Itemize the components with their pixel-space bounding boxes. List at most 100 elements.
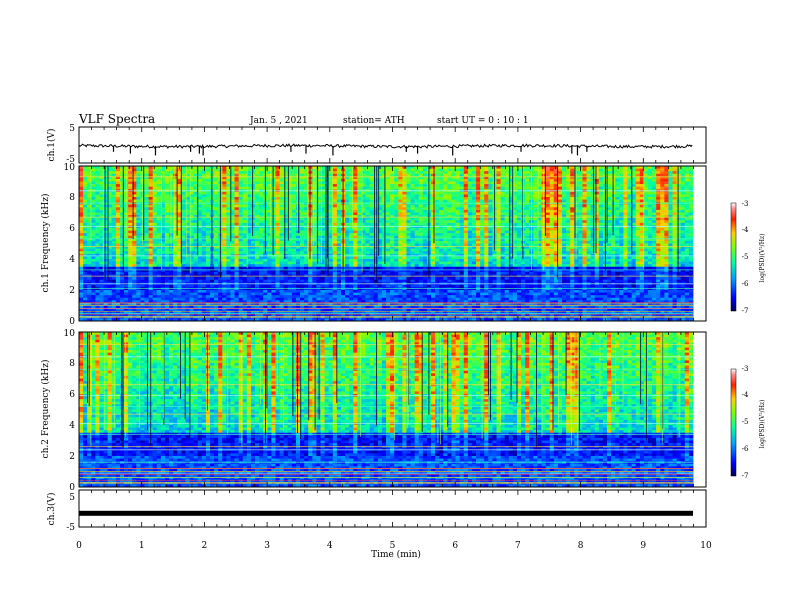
ch1-spectrogram-cell <box>418 209 424 213</box>
ch1-spectrogram-cell <box>590 204 596 208</box>
ch1-spectrogram-cell <box>680 207 686 211</box>
ch1-spectrogram-cell <box>684 233 690 237</box>
ch1-spectrogram-cell <box>160 186 166 190</box>
ch1-spectrogram-cell <box>79 186 84 190</box>
ch1-spectrogram-cell <box>431 217 436 221</box>
ch1-spectrogram-cell <box>398 178 403 182</box>
ch1-spectrogram-cell <box>115 217 121 221</box>
ch1-spectrogram-cell <box>680 225 686 229</box>
ch1-spectrogram-cell <box>484 199 489 203</box>
ch1-spectrogram-cell <box>656 225 661 229</box>
ch1-spectrogram-cell <box>279 184 285 188</box>
ch1-spectrogram-cell <box>480 240 485 244</box>
ch1-spectrogram-cell <box>660 191 665 195</box>
ch1-spectrogram-cell <box>476 225 481 229</box>
ch1-spectrogram-cell <box>373 238 379 242</box>
ch1-spectrogram-cell <box>668 194 673 198</box>
ch1-spectrogram-cell <box>545 220 551 224</box>
ch1-spectrogram-cell <box>533 225 538 229</box>
ch1-spectrogram-cell <box>230 197 235 200</box>
ch1-spectrogram-cell <box>537 225 542 229</box>
ch1-spectrogram-cell <box>107 235 113 239</box>
ch1-spectrogram-cell <box>390 230 395 234</box>
ch1-spectrogram-cell <box>136 209 141 213</box>
ch1-spectrogram-cell <box>590 207 596 211</box>
ch1-spectrogram-cell <box>320 238 325 242</box>
ch1-spectrogram-cell <box>623 238 628 242</box>
ch1-spectrogram-cell <box>91 243 96 247</box>
ch1-spectrogram-cell <box>332 202 338 206</box>
ch1-spectrogram-cell <box>480 228 485 231</box>
ch1-spectrogram-cell <box>562 197 567 200</box>
ch1-spectrogram-cell <box>504 166 510 169</box>
ch1-spectrogram-cell <box>656 233 661 237</box>
ch1-spectrogram-cell <box>435 168 440 172</box>
ch1-spectrogram-cell <box>193 197 199 200</box>
ch1-spectrogram-cell <box>119 230 125 234</box>
ch1-spectrogram-cell <box>516 246 522 250</box>
ch1-spectrogram-cell <box>660 212 665 216</box>
ch1-spectrogram-cell <box>312 191 317 195</box>
ch1-spectrogram-cell <box>136 178 141 182</box>
ch1-spectrogram-cell <box>639 176 645 180</box>
ch1-spectrogram-cell <box>300 168 305 172</box>
ch1-spectrogram-cell <box>619 173 624 177</box>
ch1-spectrogram-cell <box>504 197 510 200</box>
ch1-spectrogram-cell <box>234 235 240 239</box>
ch1-spectrogram-cell <box>83 176 88 180</box>
ch1-spectrogram-cell <box>283 178 289 182</box>
ch1-spectrogram-cell <box>267 166 272 169</box>
ch1-spectrogram-cell <box>386 235 391 239</box>
ch1-spectrogram-cell <box>504 235 510 239</box>
ch1-spectrogram-cell <box>480 212 485 216</box>
ch1-spectrogram-cell <box>381 215 387 219</box>
ch1-spectrogram-cell <box>246 197 252 200</box>
ch1-spectrogram-cell <box>222 230 227 234</box>
ch1-spectrogram-cell <box>516 176 522 180</box>
ch1-spectrogram-cell <box>439 181 444 185</box>
ch1-spectrogram-cell <box>291 233 297 237</box>
ch1-spectrogram-cell <box>422 240 428 244</box>
ch1-spectrogram-cell <box>557 202 563 206</box>
ch1-spectrogram-cell <box>652 178 657 182</box>
ch1-spectrogram-cell <box>103 228 109 231</box>
ch1-spectrogram-cell <box>590 202 596 206</box>
ch1-spectrogram-cell <box>316 230 321 234</box>
ch1-spectrogram-cell <box>250 220 256 224</box>
ch1-spectrogram-cell <box>87 186 92 190</box>
ch1-spectrogram-cell <box>635 230 641 234</box>
ch1-spectrogram-cell <box>336 171 342 175</box>
ch1-spectrogram-cell <box>230 181 235 185</box>
ch1-spectrogram-cell <box>566 222 571 226</box>
ch1-spectrogram-cell <box>144 240 149 244</box>
ch1-spectrogram-cell <box>566 204 571 208</box>
ch1-spectrogram-cell <box>214 166 219 169</box>
ch1-spectrogram-cell <box>353 184 358 188</box>
ch1-spectrogram-cell <box>226 248 231 252</box>
ch1-spectrogram-cell <box>369 228 375 231</box>
ch1-spectrogram-cell <box>414 191 420 195</box>
ch1-spectrogram-cell <box>336 217 342 221</box>
ch1-spectrogram-cell <box>549 176 555 180</box>
ch1-spectrogram-cell <box>238 235 244 239</box>
ch1-spectrogram-cell <box>152 199 158 203</box>
ch1-spectrogram-cell <box>201 181 207 185</box>
ch1-spectrogram-cell <box>271 194 276 198</box>
ch1-spectrogram-cell <box>435 212 440 216</box>
ch1-spectrogram-cell <box>688 176 694 180</box>
ch1-spectrogram-cell <box>623 235 628 239</box>
ch1-spectrogram-cell <box>496 228 502 231</box>
ch1-spectrogram-cell <box>119 199 125 203</box>
ch1-spectrogram-cell <box>406 171 411 175</box>
ch1-spectrogram-cell <box>283 233 289 237</box>
ch1-spectrogram-cell <box>250 230 256 234</box>
ch1-spectrogram-cell <box>562 171 567 175</box>
ch1-spectrogram-cell <box>582 181 587 185</box>
ch1-spectrogram-cell <box>684 202 690 206</box>
ch1-spectrogram-cell <box>291 217 297 221</box>
ch1-spectrogram-cell <box>484 204 489 208</box>
ch1-spectrogram-cell <box>230 173 235 177</box>
ch1-spectrogram-cell <box>283 235 289 239</box>
ch1-spectrogram-cell <box>136 235 141 239</box>
ch1-spectrogram-cell <box>95 178 100 182</box>
